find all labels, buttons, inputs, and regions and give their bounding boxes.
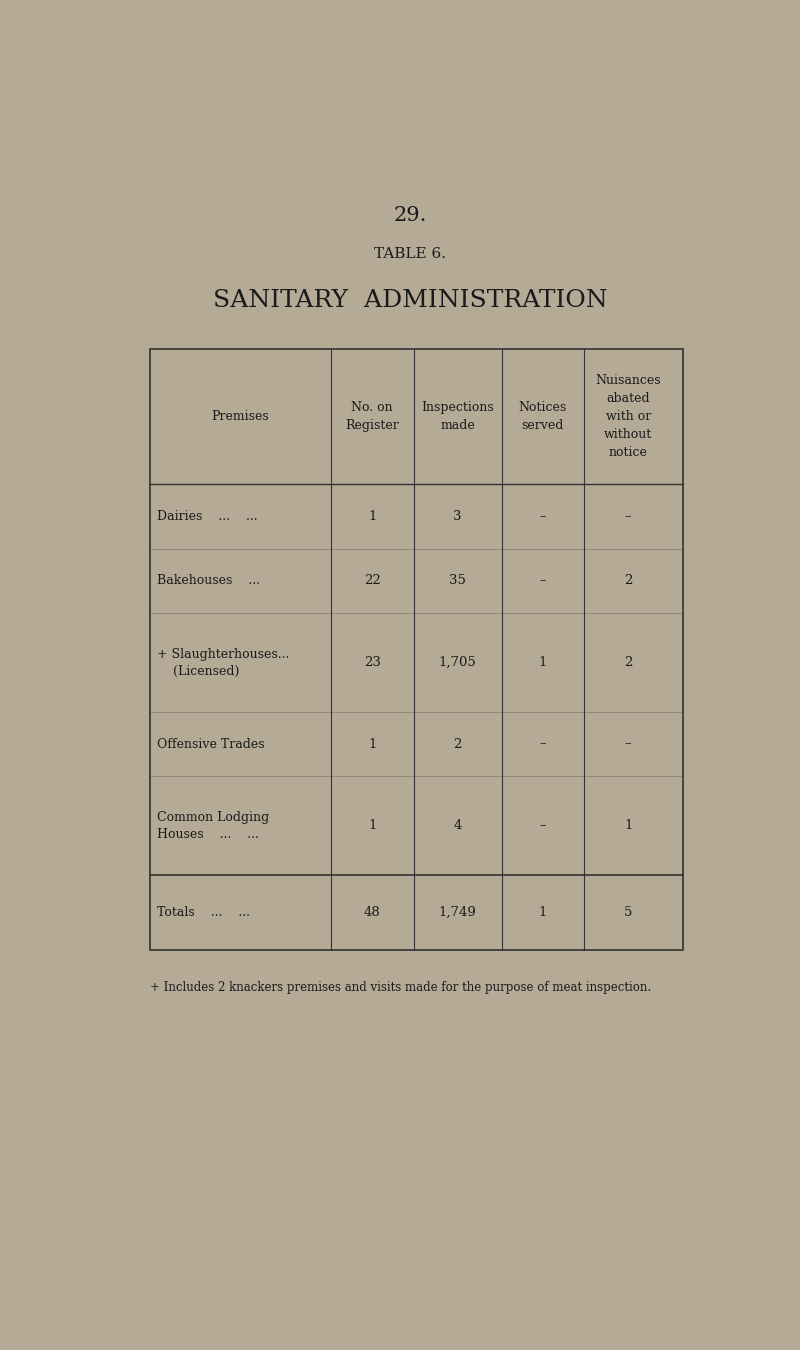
Text: Common Lodging
Houses    ...    ...: Common Lodging Houses ... ... [157,811,270,841]
Text: 2: 2 [624,574,632,587]
Text: –: – [539,574,546,587]
Text: 1: 1 [624,819,632,832]
Text: Nuisances
abated
with or
without
notice: Nuisances abated with or without notice [595,374,661,459]
Text: No. on
Register: No. on Register [346,401,399,432]
Text: TABLE 6.: TABLE 6. [374,247,446,262]
Text: 1: 1 [368,819,376,832]
Text: Dairies    ...    ...: Dairies ... ... [157,510,258,522]
Text: 1,705: 1,705 [438,656,476,670]
Text: 2: 2 [624,656,632,670]
Text: –: – [625,510,631,522]
Text: 35: 35 [449,574,466,587]
Text: 3: 3 [454,510,462,522]
Text: 1,749: 1,749 [438,906,477,919]
Text: –: – [539,819,546,832]
Text: 1: 1 [368,737,376,751]
Text: Totals    ...    ...: Totals ... ... [157,906,250,919]
Text: + Includes 2 knackers premises and visits made for the purpose of meat inspectio: + Includes 2 knackers premises and visit… [150,981,650,994]
Text: 1: 1 [368,510,376,522]
Text: 22: 22 [364,574,381,587]
Text: 29.: 29. [394,205,426,224]
Text: –: – [625,737,631,751]
Text: SANITARY  ADMINISTRATION: SANITARY ADMINISTRATION [213,289,607,312]
Text: + Slaughterhouses...
    (Licensed): + Slaughterhouses... (Licensed) [157,648,290,678]
Text: 1: 1 [538,656,547,670]
Text: Premises: Premises [211,410,269,423]
Text: 2: 2 [454,737,462,751]
Text: –: – [539,737,546,751]
Text: Bakehouses    ...: Bakehouses ... [157,574,260,587]
Text: Offensive Trades: Offensive Trades [157,737,265,751]
Bar [150,350,683,950]
Text: 5: 5 [624,906,632,919]
Text: 4: 4 [454,819,462,832]
Text: Inspections
made: Inspections made [421,401,494,432]
Text: Notices
served: Notices served [518,401,567,432]
Text: 23: 23 [364,656,381,670]
Text: 1: 1 [538,906,547,919]
Text: 48: 48 [364,906,381,919]
Text: –: – [539,510,546,522]
